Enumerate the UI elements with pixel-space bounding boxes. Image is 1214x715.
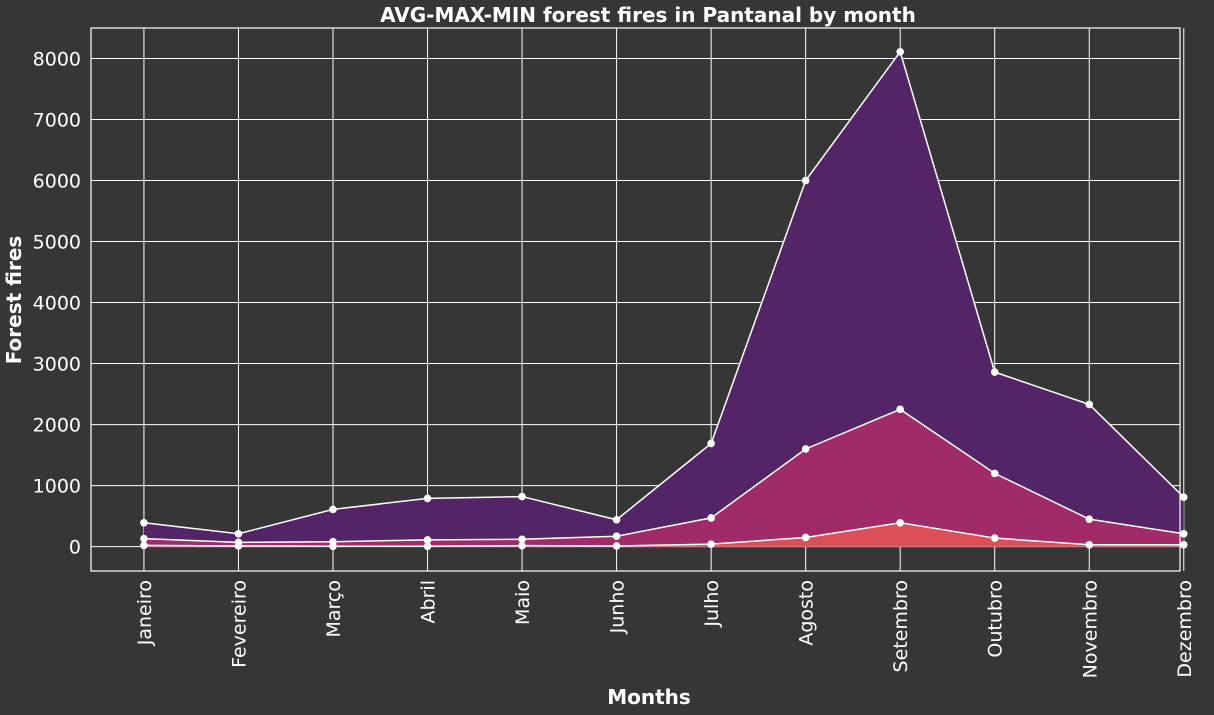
data-point [801,533,810,542]
data-point [1085,400,1094,409]
series-area-1 [143,409,1184,547]
series-markers [140,47,1188,551]
y-tick-label: 0 [69,537,81,559]
y-tick-label: 1000 [33,476,81,498]
x-tick-label: Setembro [890,580,912,672]
x-tick-label: Agosto [796,580,818,646]
y-tick-label: 5000 [33,232,81,254]
data-point [707,540,715,548]
plot-frame [90,27,1181,572]
data-point [423,494,432,503]
x-tick-label: Dezembro [1174,580,1196,678]
y-tick-labels: 0 1000 2000 3000 4000 5000 6000 7000 8000 [33,49,81,559]
x-tick-label: Abril [418,580,440,623]
data-point [896,519,904,527]
data-point [896,47,904,56]
y-tick-label: 4000 [33,293,81,315]
data-point [518,541,526,550]
data-point [801,176,810,185]
x-tick-label: Janeiro [134,580,156,646]
data-point [1179,529,1188,538]
data-point [1085,540,1094,549]
x-tick-label: Fevereiro [228,580,250,668]
data-point [234,529,243,538]
data-point [234,542,243,550]
y-tick-label: 6000 [33,171,81,193]
x-axis-label: Months [607,685,691,709]
x-tick-label: Julho [701,580,723,628]
data-point [1179,493,1188,501]
data-point [140,519,148,527]
y-tick-label: 2000 [33,415,81,437]
series-area-0 [143,51,1184,547]
chart-title: AVG-MAX-MIN forest fires in Pantanal by … [380,3,916,27]
data-point [612,542,621,550]
x-tick-label: Maio [512,580,534,625]
y-tick-label: 3000 [33,354,81,376]
x-tick-label: Março [323,580,345,638]
data-point [1085,515,1094,523]
data-point [990,534,999,542]
series-area-2 [143,522,1184,547]
data-point [518,535,526,544]
data-point [896,405,904,414]
x-tick-labels: Janeiro Fevereiro Março Abril Maio Junho Julho… [134,580,1196,678]
data-point [1179,540,1188,549]
data-point [423,542,432,551]
y-axis-label: Forest fires [2,236,26,365]
data-point [990,368,999,376]
y-tick-label: 7000 [33,110,81,132]
data-point [140,541,148,550]
data-point [518,492,526,501]
x-tick-label: Outubro [985,580,1007,658]
data-point [423,536,432,544]
series-line-2 [143,522,1184,548]
data-point [707,439,715,448]
data-point [612,532,621,541]
series-areas [143,51,1184,547]
series-lines [143,50,1185,548]
data-point [612,515,621,524]
y-tick-label: 8000 [33,49,81,71]
data-point [329,542,337,551]
x-tick-label: Novembro [1079,580,1101,678]
series-line-0 [143,50,1185,535]
data-point [329,505,337,514]
data-point [707,514,715,522]
x-tick-label: Junho [607,580,629,634]
data-point [990,469,999,478]
data-point [801,445,810,453]
series-line-1 [143,408,1184,544]
data-point [140,534,148,543]
